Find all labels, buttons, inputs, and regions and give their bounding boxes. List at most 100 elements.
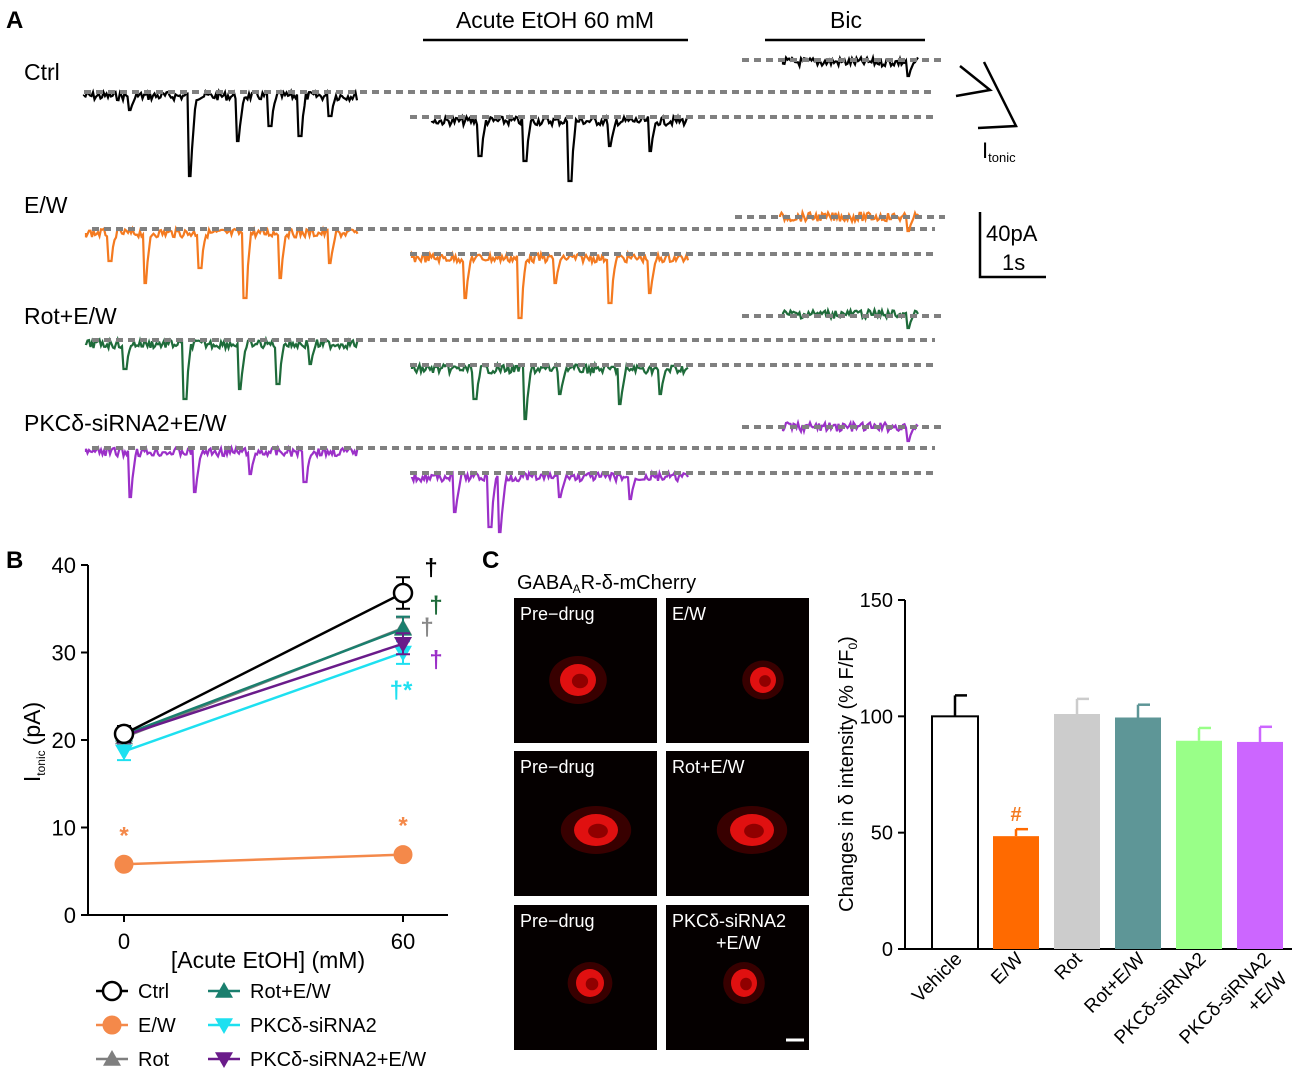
tile-label: Pre−drug [520, 604, 595, 624]
bar-category-label: E/W [987, 949, 1027, 989]
condition-label-ew: E/W [24, 192, 68, 218]
legend-marker [101, 980, 123, 1002]
microscopy-tiles: Pre−drug E/W Pre−drug Rot+E/W Pre−drug PKCδ-s… [514, 598, 809, 1050]
x-tick-label: 0 [118, 929, 130, 954]
significance-mark: † [429, 592, 442, 619]
trace-bic-rot-ew [781, 306, 919, 330]
bar-chart-ylabel: Changes in δ intensity (% F/F0) [836, 636, 860, 912]
bar [1054, 714, 1100, 949]
bar [931, 715, 979, 950]
y-tick-label: 30 [52, 641, 76, 666]
legend-label: Ctrl [138, 981, 169, 1003]
significance-mark: †* [390, 677, 413, 704]
bar-category-label: Vehicle [908, 949, 966, 1007]
data-point [394, 619, 412, 636]
significance-mark: * [119, 822, 129, 849]
stain-label: GABAAR-δ-mCherry [517, 572, 696, 596]
panel-a: Acute EtOH 60 mM Bic Ctrl E/W Rot+E/W PK… [24, 7, 1046, 534]
data-point [393, 845, 413, 865]
cell-nucleus [740, 977, 752, 991]
series-line-4 [123, 651, 404, 753]
scale-time: 1s [1002, 250, 1025, 275]
series-line-0 [123, 591, 404, 735]
itonic-label: Itonic [982, 138, 1016, 165]
legend-marker [215, 982, 233, 998]
y-tick-label: 40 [52, 553, 76, 578]
legend-marker [103, 1050, 121, 1066]
bar [993, 836, 1039, 949]
line-chart-xlabel: [Acute EtOH] (mM) [171, 947, 365, 973]
line-chart-annotations: * *†††††* [119, 555, 442, 850]
acute-etoh-label: Acute EtOH 60 mM [456, 7, 654, 33]
tile-label: Pre−drug [520, 757, 595, 777]
significance-mark: † [420, 614, 433, 641]
trace-baseline-rot-ew [84, 335, 359, 401]
trace-acute-ew [410, 249, 690, 320]
current-traces [82, 53, 945, 534]
scale-bar [978, 212, 1046, 279]
cell-nucleus [588, 823, 608, 839]
significance-mark: * [398, 813, 408, 840]
legend-label: PKCδ-siRNA2 [250, 1015, 377, 1037]
tile-label: Rot+E/W [672, 757, 745, 777]
series-line-1 [123, 853, 404, 866]
legend-label: Rot+E/W [250, 981, 331, 1003]
trace-bic-pkc-ew [781, 418, 919, 443]
panel-c-letter: C [482, 547, 499, 574]
scale-amplitude: 40pA [986, 221, 1038, 246]
cell-nucleus [571, 673, 589, 689]
bar-y-tick-label: 150 [860, 590, 893, 612]
y-tick-label: 10 [52, 816, 76, 841]
bar-y-tick-label: 0 [882, 939, 893, 961]
legend-marker [215, 1052, 233, 1068]
legend-marker [102, 1015, 122, 1035]
panel-b-letter: B [6, 547, 23, 574]
legend-label: PKCδ-siRNA2+E/W [250, 1049, 426, 1071]
cell-nucleus [744, 823, 764, 839]
bar [1237, 741, 1283, 949]
trace-acute-rot-ew [410, 360, 689, 421]
trace-baseline-ew [84, 225, 359, 300]
data-point [394, 637, 412, 653]
bar [1176, 740, 1222, 949]
condition-label-pkc-ew: PKCδ-siRNA2+E/W [24, 410, 227, 436]
cell-nucleus [759, 675, 771, 687]
itonic-schematic [955, 61, 1018, 130]
line-chart-legend: Ctrl E/W Rot Rot+E/W PKCδ-siRNA2 PKCδ-siRNA2+… [96, 980, 426, 1071]
trace-acute-pkc-ew [410, 469, 689, 534]
significance-mark: † [429, 646, 442, 673]
legend-label: Rot [138, 1049, 170, 1071]
series-line-5 [123, 642, 404, 737]
data-point [114, 854, 134, 874]
x-tick-label: 60 [391, 929, 415, 954]
tile-label: E/W [672, 604, 706, 624]
bar-chart-bars: # [931, 694, 1283, 950]
cell-nucleus [585, 977, 599, 991]
condition-label-rot-ew: Rot+E/W [24, 303, 117, 329]
bic-label: Bic [830, 7, 862, 33]
tile-label: Pre−drug [520, 911, 595, 931]
condition-label-ctrl: Ctrl [24, 59, 60, 85]
data-point [115, 744, 133, 761]
panel-a-letter: A [6, 7, 23, 34]
bar [1115, 717, 1161, 949]
legend-label: E/W [138, 1015, 176, 1037]
line-chart-ylabel: Itonic(pA) [19, 702, 48, 782]
bar-annotation: # [1010, 804, 1021, 826]
series-line-3 [123, 627, 404, 736]
legend-marker [215, 1018, 233, 1034]
micrograph [666, 598, 809, 743]
trace-baseline-pkc-ew [84, 444, 359, 499]
tile-label: PKCδ-siRNA2 [672, 911, 786, 931]
panel-c-images: GABAAR-δ-mCherry Pre−drug E/W Pre−drug Rot+… [514, 572, 809, 1050]
line-chart-series [113, 576, 414, 874]
significance-mark: † [424, 555, 437, 582]
data-point [113, 723, 135, 745]
bar-chart-category-labels: Vehicle E/W RotRot+E/WPKCδ-siRNA2PKCδ-siRN… [908, 948, 1291, 1048]
bar-category-label: Rot [1051, 948, 1087, 984]
data-point [392, 582, 414, 604]
y-tick-label: 20 [52, 728, 76, 753]
